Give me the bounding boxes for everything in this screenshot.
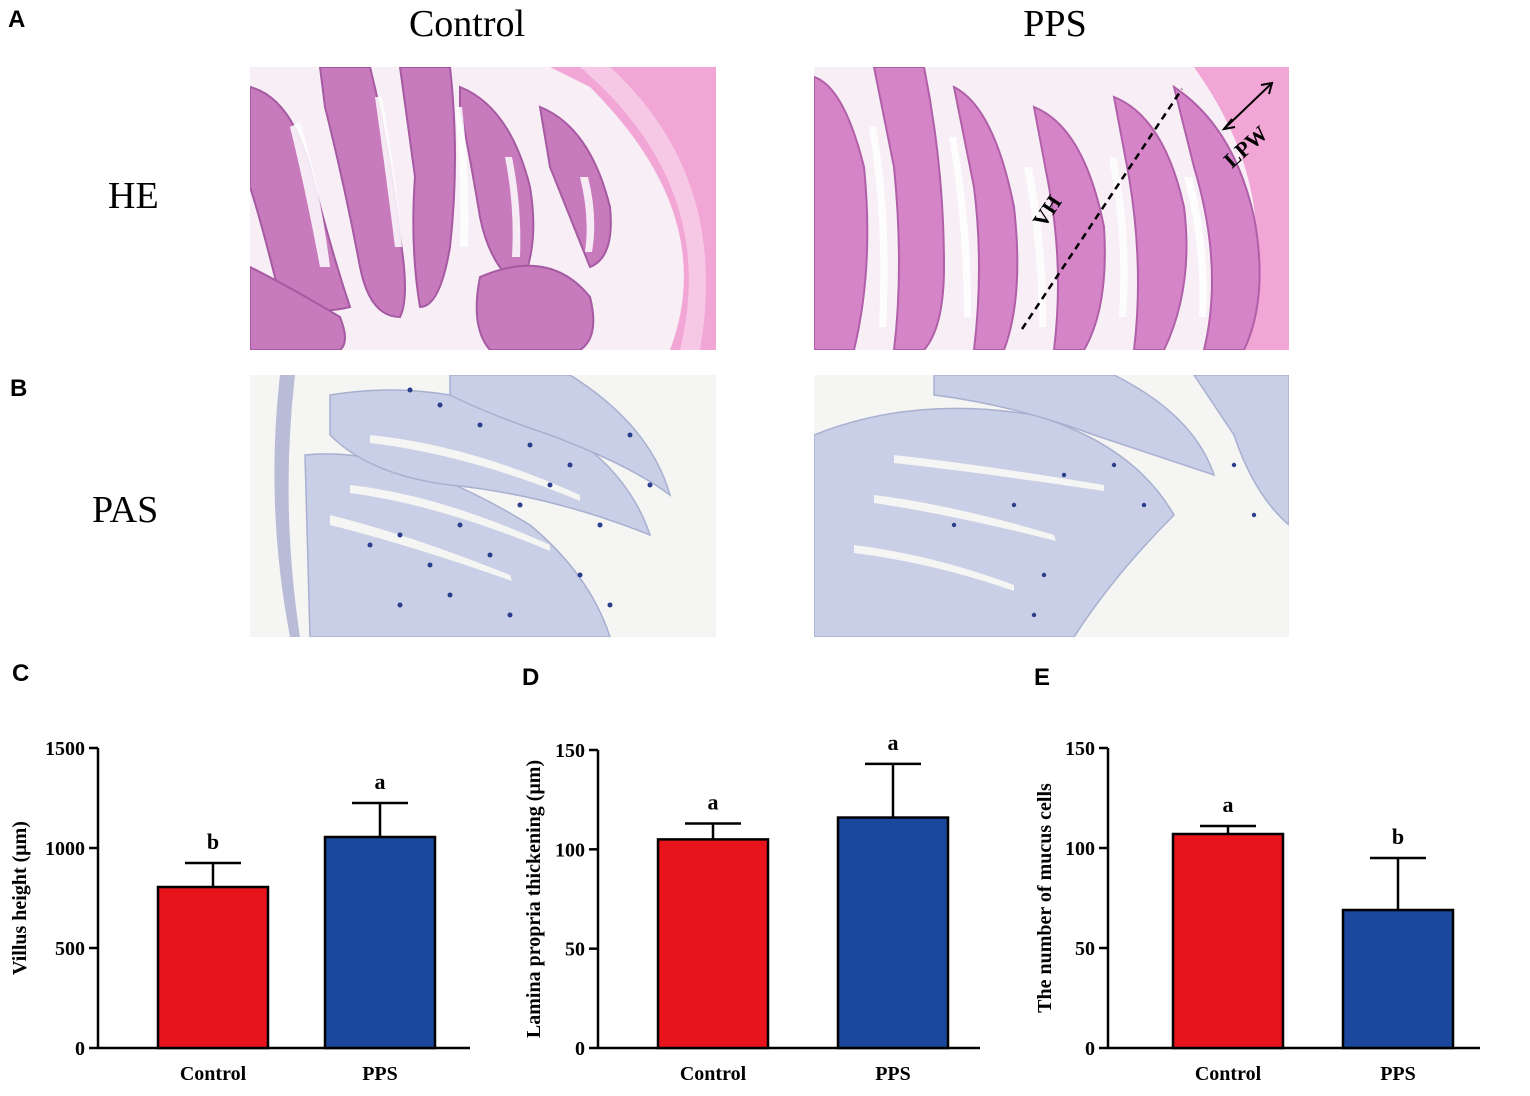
chart-e-category-label: Control <box>1195 1063 1262 1085</box>
chart-e-category-label: PPS <box>1380 1063 1416 1085</box>
chart-d-significance-label: a <box>888 730 899 755</box>
chart-d-ytick-label: 50 <box>565 939 585 961</box>
chart-e-significance-label: b <box>1392 824 1404 849</box>
panel-letter-d: D <box>522 664 540 691</box>
panel-letter-a: A <box>8 6 26 33</box>
chart-c-bar <box>156 885 270 1050</box>
row-label-pas: PAS <box>92 489 159 531</box>
pas-pps-micrograph <box>814 375 1289 637</box>
chart-d-ytick-label: 100 <box>555 839 585 861</box>
chart-c-ytick-label: 1000 <box>45 838 85 860</box>
chart-c-category-label: Control <box>180 1063 247 1085</box>
chart-c-ylabel: Villus height (μm) <box>9 821 31 975</box>
chart-c-ytick-label: 1500 <box>45 738 85 760</box>
chart-d-bar <box>836 816 950 1050</box>
column-header-pps: PPS <box>1023 3 1087 45</box>
he-pps-micrograph: VH LPW <box>814 67 1289 350</box>
chart-e-ytick-label: 100 <box>1065 838 1095 860</box>
chart-c-significance-label: a <box>375 769 386 794</box>
panel-letter-c: C <box>12 660 30 687</box>
chart-c-significance-label: b <box>207 829 219 854</box>
chart-d-ytick-label: 150 <box>555 740 585 762</box>
chart-c-ytick-label: 500 <box>55 938 85 960</box>
chart-d-category-label: PPS <box>875 1063 911 1085</box>
chart-d-bar <box>656 838 770 1050</box>
chart-e-significance-label: a <box>1223 792 1234 817</box>
chart-d-ytick-label: 0 <box>575 1038 585 1060</box>
column-header-control: Control <box>408 3 526 45</box>
chart-c-ytick-label: 0 <box>75 1038 85 1060</box>
chart-e-ytick-label: 0 <box>1085 1038 1095 1060</box>
he-control-micrograph <box>250 67 716 350</box>
chart-e-ytick-label: 50 <box>1075 938 1095 960</box>
chart-e-bar <box>1341 908 1455 1050</box>
chart-c-category-label: PPS <box>362 1063 398 1085</box>
row-label-he: HE <box>108 175 159 217</box>
chart-e-bar <box>1171 832 1285 1050</box>
chart-c-bar <box>323 835 437 1050</box>
panel-letter-b: B <box>10 375 28 402</box>
panel-letter-e: E <box>1034 664 1051 691</box>
chart-d-category-label: Control <box>680 1063 747 1085</box>
pas-control-micrograph <box>250 375 716 637</box>
chart-d-significance-label: a <box>708 790 719 815</box>
chart-d-ylabel: Lamina propria thickening (μm) <box>523 760 545 1038</box>
chart-e-ytick-label: 150 <box>1065 738 1095 760</box>
chart-e-ylabel: The number of mucus cells <box>1034 783 1056 1013</box>
